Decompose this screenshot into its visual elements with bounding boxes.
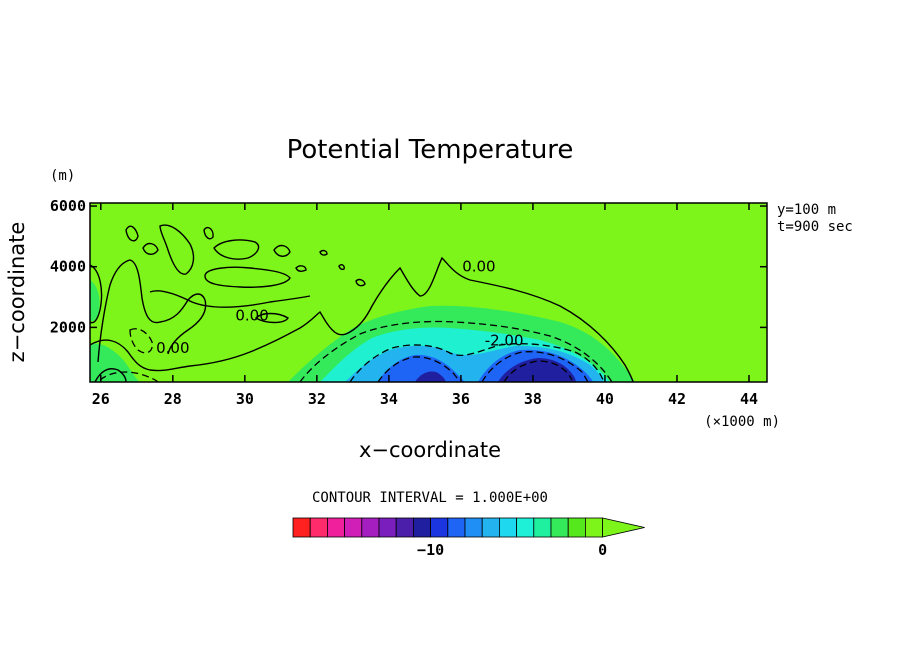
x-tick-label-0: 26 bbox=[92, 390, 110, 408]
plot-frame bbox=[89, 202, 768, 383]
colorbar-swatch-14 bbox=[533, 517, 552, 538]
x-tick-label-7: 40 bbox=[596, 390, 614, 408]
contour-plot-area: 0.00 0.00 0.00 -2.00 26 28 30 32 34 36 38 40 42 44 2… bbox=[50, 197, 768, 408]
contour-closed-3 bbox=[159, 224, 195, 275]
contour-zero-left-wedge bbox=[97, 259, 207, 363]
contour-closed-9 bbox=[319, 249, 328, 256]
contour-neg2 bbox=[349, 343, 605, 382]
y-tick-label-0: 2000 bbox=[50, 318, 86, 336]
y-unit-label: (m) bbox=[50, 168, 75, 184]
fill-deep-blue-core bbox=[498, 358, 576, 382]
contour-label-0: 0.00 bbox=[462, 257, 495, 275]
x-tick-label-3: 32 bbox=[308, 390, 326, 408]
colorbar-swatch-2 bbox=[326, 517, 345, 538]
contour-closed-1 bbox=[204, 266, 291, 288]
colorbar-swatch-3 bbox=[344, 517, 363, 538]
colorbar-swatch-5 bbox=[378, 517, 397, 538]
x-tick-label-6: 38 bbox=[524, 390, 542, 408]
colorbar-swatch-1 bbox=[309, 517, 328, 538]
contour-zero-main bbox=[90, 256, 634, 382]
colorbar-swatch-16 bbox=[567, 517, 586, 538]
colorbar-swatch-4 bbox=[361, 517, 380, 538]
colorbar-swatch-17 bbox=[585, 517, 604, 538]
x-tick-label-1: 28 bbox=[164, 390, 182, 408]
x-tick-label-5: 36 bbox=[452, 390, 470, 408]
contour-neg1 bbox=[299, 320, 613, 382]
contour-closed-2 bbox=[213, 239, 260, 260]
contour-interval-text: CONTOUR INTERVAL = 1.000E+00 bbox=[312, 490, 548, 506]
negative-contours bbox=[99, 320, 613, 382]
colorbar-tick-label-0: −10 bbox=[417, 541, 444, 559]
contour-neg5 bbox=[503, 360, 573, 382]
x-tick-label-8: 42 bbox=[668, 390, 686, 408]
fill-deep-blue-small bbox=[415, 371, 446, 382]
x-tick-label-9: 44 bbox=[740, 390, 758, 408]
contour-neg4 bbox=[481, 351, 589, 382]
contour-zero-upper-band bbox=[149, 290, 311, 308]
colorbar-swatch-8 bbox=[430, 517, 449, 538]
x-axis: 26 28 30 32 34 36 38 40 42 44 bbox=[92, 203, 758, 408]
contour-closed-7 bbox=[273, 244, 291, 257]
contour-closed-12 bbox=[254, 312, 289, 324]
contour-closed-10 bbox=[338, 264, 345, 271]
colorbar-swatch-6 bbox=[395, 517, 414, 538]
x-tick-label-4: 34 bbox=[380, 390, 398, 408]
contour-left-edge bbox=[90, 264, 103, 324]
y-axis-label: z−coordinate bbox=[5, 222, 29, 363]
y-tick-label-2: 6000 bbox=[50, 197, 86, 215]
contour-closed-4 bbox=[125, 225, 139, 242]
y-axis: 2000 4000 6000 bbox=[50, 197, 767, 336]
colorbar-swatch-15 bbox=[550, 517, 569, 538]
colorbar-swatch-10 bbox=[464, 517, 483, 538]
fill-light-green-left-upper bbox=[90, 280, 100, 322]
colorbar-extend-arrow bbox=[602, 517, 645, 538]
chart-title: Potential Temperature bbox=[287, 135, 574, 165]
contour-fills bbox=[90, 280, 635, 382]
x-axis-label: x−coordinate bbox=[359, 438, 501, 462]
colorbar-swatch-12 bbox=[498, 517, 517, 538]
contour-labels: 0.00 0.00 0.00 -2.00 bbox=[156, 257, 523, 357]
colorbar-tick-label-1: 0 bbox=[598, 541, 607, 559]
colorbar-swatch-0 bbox=[292, 517, 311, 538]
contour-closed-8 bbox=[295, 265, 307, 273]
contour-neg7 bbox=[99, 371, 159, 382]
x-unit-label: (×1000 m) bbox=[704, 414, 780, 430]
colorbar-swatch-13 bbox=[516, 517, 535, 538]
x-tick-label-2: 30 bbox=[236, 390, 254, 408]
contour-label-2: 0.00 bbox=[156, 339, 189, 357]
contour-bottom-left bbox=[94, 368, 127, 382]
contour-closed-11 bbox=[355, 278, 366, 287]
fill-blue-region-left bbox=[378, 354, 465, 382]
contour-label-3: -2.00 bbox=[485, 332, 524, 350]
annotation-t: t=900 sec bbox=[777, 219, 853, 235]
colorbar-swatch-7 bbox=[412, 517, 431, 538]
contour-label-1: 0.00 bbox=[235, 307, 268, 325]
contour-closed-6 bbox=[203, 226, 214, 240]
contour-neg3 bbox=[377, 356, 461, 382]
contour-neg6 bbox=[129, 328, 153, 354]
contour-closed-5 bbox=[142, 242, 159, 255]
colorbar-swatch-9 bbox=[447, 517, 466, 538]
colorbar: −10 0 bbox=[292, 517, 645, 559]
colorbar-swatch-11 bbox=[481, 517, 500, 538]
annotation-y: y=100 m bbox=[777, 202, 836, 218]
contour-lines bbox=[90, 224, 634, 382]
y-tick-label-1: 4000 bbox=[50, 258, 86, 276]
